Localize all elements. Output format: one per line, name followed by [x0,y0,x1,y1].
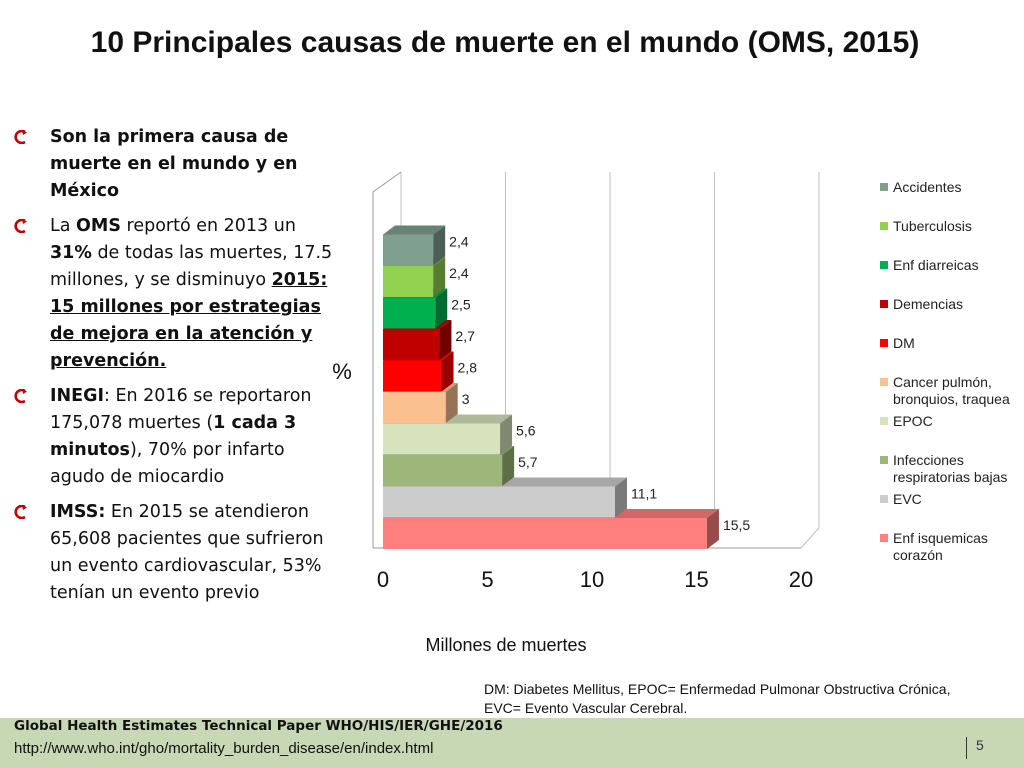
x-tick-label: 20 [789,567,813,592]
page-number: 5 [976,737,984,753]
bar-side-face [445,383,458,423]
data-label: 2,5 [451,297,471,313]
bar [383,329,440,360]
x-tick-label: 10 [580,567,604,592]
bullet-text-bold: 31% [50,243,92,263]
legend-label: Enf isquemicas [893,530,988,546]
legend-swatch [880,339,888,347]
x-tick-label: 0 [377,567,389,592]
bullet-text: de todas las muertes, 17.5 millones, y s… [50,243,333,290]
legend-label: EPOC [893,413,933,429]
floor-gridline [800,527,820,549]
legend-swatch [880,534,888,542]
footer-divider [966,737,967,759]
curved-arrow-icon [14,130,27,144]
legend-swatch [880,495,888,503]
bullet-item: Son la primera causa de muerte en el mun… [14,124,334,205]
legend-label: Demencias [893,296,963,312]
bar [383,266,434,297]
y-axis-label: % [332,359,352,384]
bar-side-face [500,414,513,455]
bar-side-face [439,320,452,360]
bullet-text-bold-underlined: 2015: 15 millones por estrategias de mej… [50,270,328,371]
data-label: 2,7 [455,328,475,344]
curved-arrow-icon [14,219,27,233]
legend-label: Infecciones [893,452,964,468]
data-label: 5,7 [518,454,538,470]
bar [383,518,707,549]
data-label: 2,8 [458,360,478,376]
wall-edge [372,171,402,193]
source-url[interactable]: http://www.who.int/gho/mortality_burden_… [14,740,434,757]
bar-side-face [706,509,719,549]
legend-label: bronquios, traquea [893,391,1010,407]
legend-label: respiratorias bajas [893,469,1007,485]
legend-label: Accidentes [893,179,961,195]
data-label: 2,4 [449,234,469,250]
x-axis-label: Millones de muertes [425,635,586,655]
bar [383,360,442,392]
data-label: 5,6 [516,423,536,439]
legend-swatch [880,456,888,464]
curved-arrow-icon [14,505,27,519]
x-tick-label: 15 [684,567,708,592]
legend-label: corazón [893,547,943,563]
bar [383,486,615,518]
bar [383,423,501,455]
slide-title: 10 Principales causas de muerte en el mu… [90,26,920,59]
bullet-item: La OMS reportó en 2013 un 31% de todas l… [14,213,334,375]
bullet-text: reportó en 2013 un [120,216,296,236]
bar-top-face [383,225,446,235]
bar-side-face [435,288,448,329]
bar-side-face [614,477,627,518]
data-label: 15,5 [723,517,750,533]
legend-swatch [880,222,888,230]
bullet-text: La [50,216,77,236]
bullet-text: : En 2016 se reportaron 175,078 muertes … [50,386,312,433]
legend-label: Enf diarreicas [893,257,979,273]
footer-bar: Global Health Estimates Technical Paper … [0,718,1024,768]
legend-swatch [880,417,888,425]
bullet-text-bold: OMS [76,216,121,236]
bar-side-face [433,257,446,297]
legend-swatch [880,300,888,308]
legend-label: Tuberculosis [893,218,972,234]
bar [383,455,503,486]
source-reference: Global Health Estimates Technical Paper … [14,718,503,734]
bullet-text-bold: IMSS: [50,502,106,522]
data-label: 3 [462,391,470,407]
data-label: 2,4 [449,265,469,281]
bar-side-face [441,351,454,392]
bullet-item: INEGI: En 2016 se reportaron 175,078 mue… [14,383,334,491]
footnote-line: DM: Diabetes Mellitus, EPOC= Enfermedad … [484,681,951,697]
curved-arrow-icon [14,389,27,403]
bullet-text-bold: INEGI [50,386,104,406]
legend-label: Cancer pulmón, [893,374,992,390]
bar-side-face [502,446,515,486]
bullet-text: Son la primera causa de muerte en el mun… [50,127,298,201]
bar [383,392,446,423]
x-tick-label: 5 [481,567,493,592]
legend-swatch [880,183,888,191]
legend-label: DM [893,335,915,351]
legend-swatch [880,378,888,386]
bar [383,234,434,266]
bullet-text: ), 70% por infarto agudo de miocardio [50,440,285,487]
bullet-list: Son la primera causa de muerte en el mun… [14,124,334,615]
footnote-line: EVC= Evento Vascular Cerebral. [484,700,688,716]
data-label: 11,1 [631,486,657,502]
bullet-text-bold: 1 cada 3 minutos [50,413,297,460]
bullet-item: IMSS: En 2015 se atendieron 65,608 pacie… [14,499,334,607]
bar-side-face [433,225,446,266]
abbreviations-note: DM: Diabetes Mellitus, EPOC= Enfermedad … [484,680,1004,718]
legend-swatch [880,261,888,269]
bar [383,297,436,329]
legend-label: EVC [893,491,922,507]
bullet-text: En 2015 se atendieron 65,608 pacientes q… [50,502,324,603]
